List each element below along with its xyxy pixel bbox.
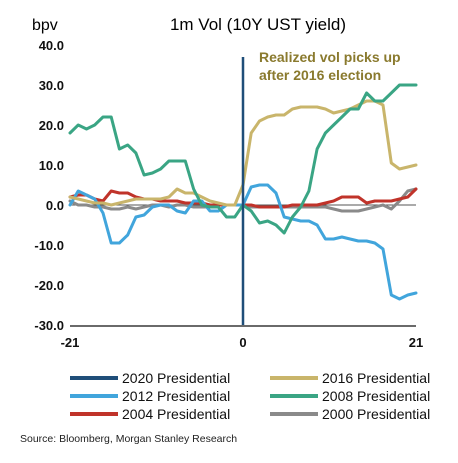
x-tick-label: 21 <box>409 335 423 350</box>
legend-swatch <box>270 412 318 416</box>
y-tick-label: 0.0 <box>46 198 64 213</box>
legend-label: 2016 Presidential <box>322 370 431 386</box>
chart-title: 1m Vol (10Y UST yield) <box>170 15 346 34</box>
legend-swatch <box>70 412 118 416</box>
y-tick-label: -10.0 <box>34 238 64 253</box>
y-tick-label: 30.0 <box>39 78 64 93</box>
y-axis: 40.0 30.0 20.0 10.0 0.0 -10.0 -20.0 -30.0 <box>34 38 64 333</box>
legend-swatch <box>70 376 118 380</box>
x-tick-label: -21 <box>61 335 80 350</box>
y-tick-label: 20.0 <box>39 118 64 133</box>
y-tick-label: -20.0 <box>34 278 64 293</box>
legend-label: 2012 Presidential <box>122 388 231 404</box>
legend-swatch <box>70 394 118 398</box>
series-lines <box>68 57 418 325</box>
legend-item: 2000 Presidential <box>270 406 430 422</box>
x-axis: -21 0 21 <box>61 204 423 350</box>
y-tick-label: 40.0 <box>39 38 64 53</box>
y-tick-label: -30.0 <box>34 318 64 333</box>
legend-swatch <box>270 394 318 398</box>
chart-annotation: Realized vol picks up after 2016 election <box>259 49 401 83</box>
legend-label: 2020 Presidential <box>122 370 231 386</box>
legend-label: 2004 Presidential <box>122 406 231 422</box>
x-tick-label: 0 <box>239 335 246 350</box>
legend-item: 2004 Presidential <box>70 406 230 422</box>
legend-item: 2008 Presidential <box>270 388 430 404</box>
chart: 1m Vol (10Y UST yield) bpv 40.0 30.0 20.0 1… <box>32 15 423 350</box>
legend-label: 2000 Presidential <box>322 406 431 422</box>
annotation-line: after 2016 election <box>259 67 381 83</box>
legend-item: 2020 Presidential <box>70 370 230 386</box>
legend-item: 2012 Presidential <box>70 388 230 404</box>
legend-label: 2008 Presidential <box>322 388 431 404</box>
source-note: Source: Bloomberg, Morgan Stanley Resear… <box>20 433 238 445</box>
annotation-line: Realized vol picks up <box>259 49 401 65</box>
legend-swatch <box>270 376 318 380</box>
legend-item: 2016 Presidential <box>270 370 430 386</box>
y-tick-label: 10.0 <box>39 158 64 173</box>
y-axis-unit-label: bpv <box>32 17 58 34</box>
